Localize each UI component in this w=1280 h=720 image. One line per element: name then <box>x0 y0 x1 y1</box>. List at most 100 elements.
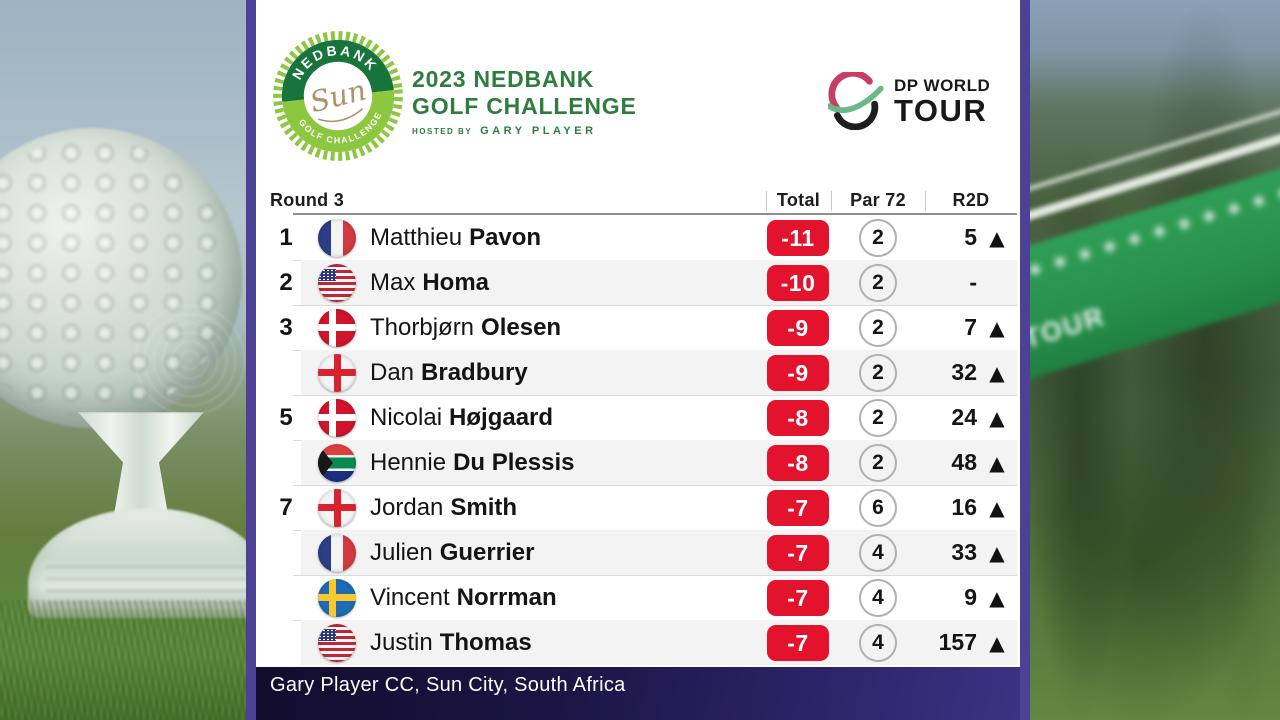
title-line-1: 2023 NEDBANK <box>412 66 595 92</box>
player-first-name: Hennie <box>370 448 447 476</box>
total-score-cell: -8 <box>765 399 831 436</box>
player-name: Justin Thomas <box>360 629 765 657</box>
par-cell: 4 <box>831 623 925 662</box>
leaderboard-row: Julien Guerrier -7 4 33 ▲ <box>256 530 1020 575</box>
player-flag-icon <box>318 263 356 302</box>
movement-up-icon: ▲ <box>989 225 1005 250</box>
par-cell: 4 <box>831 578 925 617</box>
player-flag-icon <box>318 308 356 347</box>
par-circle: 2 <box>859 218 897 257</box>
column-header-par: Par 72 <box>831 190 925 211</box>
player-flag-cell <box>304 353 360 392</box>
row-background <box>301 620 1017 665</box>
trophy-base <box>28 508 248 618</box>
r2d-value: 24 <box>951 404 977 430</box>
nedbank-seal-logo: NEDBANK GOLF CHALLENGE Sun <box>273 31 403 161</box>
par-circle: 2 <box>859 443 897 482</box>
player-position: 5 <box>279 403 293 431</box>
total-score-badge: -9 <box>767 309 829 346</box>
r2d-value: 157 <box>938 629 977 655</box>
tournament-title: 2023 NEDBANK GOLF CHALLENGE HOSTED BY GA… <box>412 66 637 137</box>
hosted-by: HOSTED BY GARY PLAYER <box>412 125 637 137</box>
par-circle: 2 <box>859 353 897 392</box>
dp-world-tour-globe-icon <box>828 72 884 130</box>
movement-up-icon: ▲ <box>989 495 1005 520</box>
player-first-name: Thorbjørn <box>370 313 475 341</box>
player-flag-cell <box>304 398 360 437</box>
player-last-name: Du Plessis <box>453 448 575 476</box>
dp-world-tour-logo: DP WORLD TOUR <box>828 72 990 130</box>
player-flag-cell <box>304 488 360 527</box>
player-flag-icon <box>318 443 356 482</box>
title-line-2: GOLF CHALLENGE <box>412 93 637 119</box>
trophy-engraving <box>46 566 248 606</box>
row-background <box>301 530 1017 575</box>
par-circle: 2 <box>859 308 897 347</box>
player-first-name: Vincent <box>370 583 450 611</box>
leaderboard-row: 7 Jordan Smith -7 6 16 ▲ <box>256 485 1020 530</box>
player-first-name: Justin <box>370 628 433 656</box>
player-flag-icon <box>318 578 356 617</box>
player-position: 1 <box>279 223 293 251</box>
total-score-cell: -7 <box>765 534 831 571</box>
total-score-badge: -8 <box>767 444 829 481</box>
player-first-name: Dan <box>370 358 415 386</box>
hosted-by-name: GARY PLAYER <box>480 125 597 137</box>
player-flag-cell <box>304 533 360 572</box>
total-score-badge: -7 <box>767 579 829 616</box>
player-flag-icon <box>318 533 356 572</box>
player-flag-cell <box>304 263 360 302</box>
player-last-name: Pavon <box>469 223 542 251</box>
player-position: 7 <box>279 493 293 521</box>
total-score-cell: -10 <box>765 264 831 301</box>
tour-wordmark-line2: TOUR <box>894 92 988 128</box>
player-name: Nicolai Højgaard <box>360 404 765 432</box>
par-circle: 2 <box>859 263 897 302</box>
player-flag-icon <box>318 488 356 527</box>
leaderboard-row: Hennie Du Plessis -8 2 48 ▲ <box>256 440 1020 485</box>
total-score-badge: -11 <box>767 219 829 256</box>
player-position: 3 <box>279 313 293 341</box>
venue-text: Gary Player CC, Sun City, South Africa <box>270 674 626 696</box>
leaderboard-row: 1 Matthieu Pavon -11 2 5 ▲ <box>256 215 1020 260</box>
table-header: Round 3 Total Par 72 R2D <box>256 186 1020 215</box>
background-photo-right: TOUR <box>1030 0 1280 720</box>
player-name: Thorbjørn Olesen <box>360 314 765 342</box>
leaderboard-row: Justin Thomas -7 4 157 ▲ <box>256 620 1020 665</box>
player-last-name: Norrman <box>456 583 557 611</box>
venue-bar: Gary Player CC, Sun City, South Africa <box>256 667 1020 720</box>
player-first-name: Nicolai <box>370 403 443 431</box>
leaderboard-rows: 1 Matthieu Pavon -11 2 5 ▲ 2 Max Homa -1… <box>256 215 1020 665</box>
r2d-value: 48 <box>951 449 977 475</box>
player-flag-cell <box>304 623 360 662</box>
movement-up-icon: ▲ <box>989 630 1005 655</box>
total-score-badge: -7 <box>767 489 829 526</box>
total-score-badge: -9 <box>767 354 829 391</box>
ball-dimples <box>0 138 232 418</box>
column-header-total: Total <box>766 190 831 211</box>
r2d-value: 32 <box>951 359 977 385</box>
par-circle: 2 <box>859 398 897 437</box>
total-score-cell: -9 <box>765 354 831 391</box>
banner-tour-text: TOUR <box>1030 300 1109 355</box>
movement-up-icon: ▲ <box>989 360 1005 385</box>
player-first-name: Julien <box>370 538 433 566</box>
r2d-value: 7 <box>964 314 977 340</box>
total-score-badge: -10 <box>767 264 829 301</box>
player-flag-cell <box>304 578 360 617</box>
player-first-name: Jordan <box>370 493 444 521</box>
par-circle: 4 <box>859 533 897 572</box>
par-cell: 6 <box>831 488 925 527</box>
player-flag-cell <box>304 218 360 257</box>
header-underline <box>293 213 1017 215</box>
player-last-name: Thomas <box>439 628 532 656</box>
column-header-r2d: R2D <box>925 190 1017 211</box>
r2d-value: 9 <box>964 584 977 610</box>
movement-up-icon: ▲ <box>989 405 1005 430</box>
total-score-cell: -11 <box>765 219 831 256</box>
player-position: 2 <box>279 268 293 296</box>
player-last-name: Bradbury <box>421 358 528 386</box>
player-name: Hennie Du Plessis <box>360 449 765 477</box>
row-background <box>301 260 1017 305</box>
